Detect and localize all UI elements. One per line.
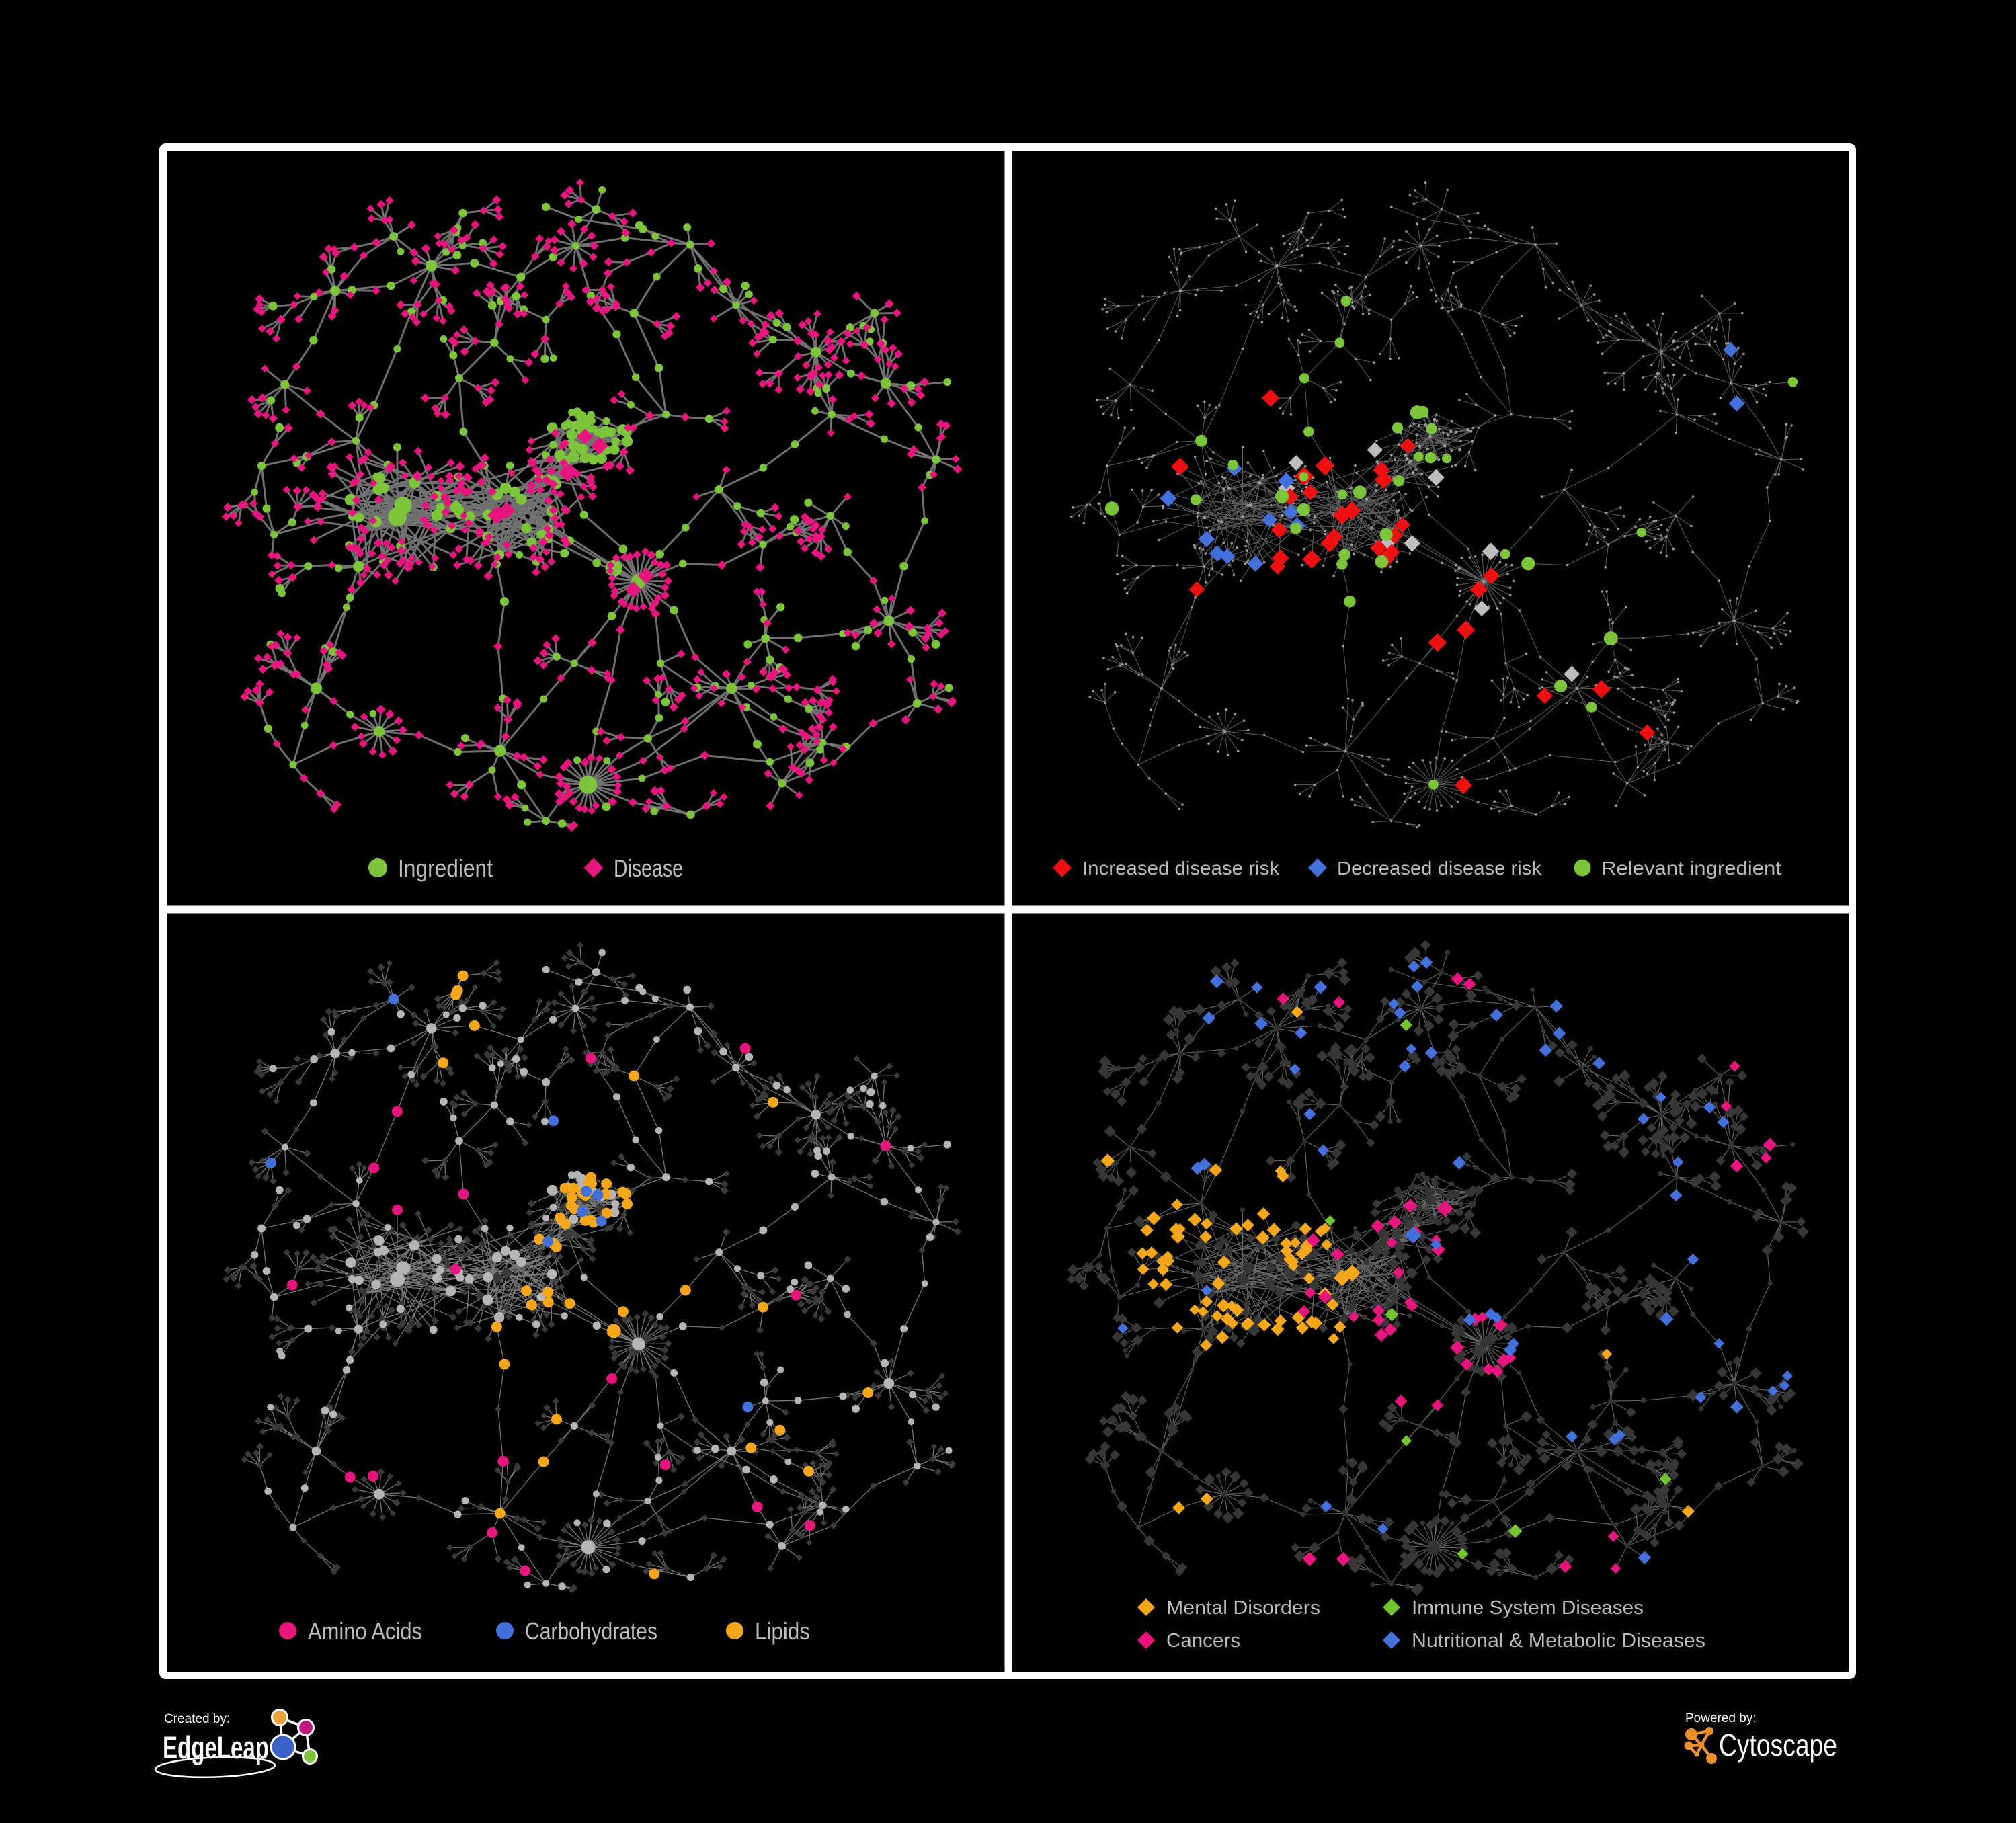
svg-text:Immune System Diseases: Immune System Diseases [1412, 1597, 1644, 1619]
svg-text:Decreased disease risk: Decreased disease risk [1337, 858, 1542, 879]
svg-text:Carbohydrates: Carbohydrates [525, 1617, 657, 1645]
svg-text:Relevant ingredient: Relevant ingredient [1601, 858, 1781, 879]
svg-text:Nutritional & Metabolic Diseas: Nutritional & Metabolic Diseases [1412, 1630, 1705, 1652]
svg-text:Cytoscape: Cytoscape [1719, 1728, 1837, 1763]
svg-text:Powered by:: Powered by: [1685, 1711, 1757, 1726]
svg-text:Lipids: Lipids [755, 1617, 810, 1645]
svg-text:Mental Disorders: Mental Disorders [1166, 1597, 1320, 1619]
svg-text:Increased disease risk: Increased disease risk [1082, 858, 1280, 879]
svg-text:Ingredient: Ingredient [398, 854, 493, 882]
svg-text:Created by:: Created by: [164, 1712, 230, 1726]
svg-text:Disease: Disease [614, 854, 683, 882]
svg-text:Cancers: Cancers [1166, 1630, 1240, 1652]
svg-text:Amino Acids: Amino Acids [308, 1617, 422, 1645]
svg-text:EdgeLeap: EdgeLeap [163, 1730, 269, 1765]
